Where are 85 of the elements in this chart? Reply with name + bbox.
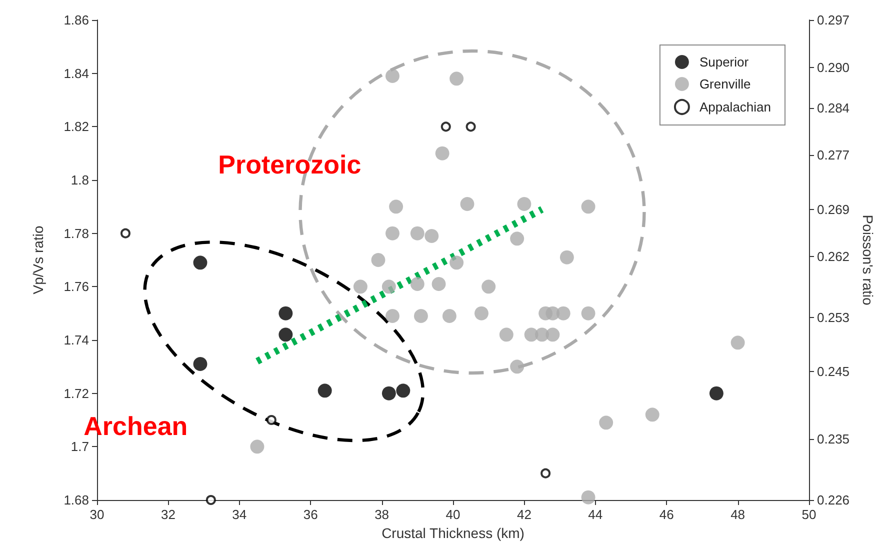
point xyxy=(278,328,293,342)
point xyxy=(410,277,424,291)
point xyxy=(440,122,451,132)
point xyxy=(460,197,474,211)
point xyxy=(581,200,596,214)
y-tick-label: 1.72 xyxy=(64,386,89,401)
point xyxy=(645,408,660,422)
point xyxy=(510,360,524,374)
y-tick-label: 1.76 xyxy=(64,279,89,294)
point xyxy=(581,306,596,320)
point xyxy=(450,72,464,86)
x-tick-label: 46 xyxy=(659,507,674,522)
point xyxy=(385,309,400,323)
x-tick-label: 32 xyxy=(160,507,176,522)
y-tick-label: 1.82 xyxy=(64,119,89,134)
point xyxy=(499,328,514,342)
y2-tick-label: 0.262 xyxy=(817,249,850,264)
point xyxy=(396,384,410,398)
y2-axis-title: Poisson's ratio xyxy=(860,214,876,306)
y2-tick-label: 0.235 xyxy=(817,432,850,447)
y-tick-label: 1.78 xyxy=(64,226,89,241)
point xyxy=(546,328,560,342)
point xyxy=(517,197,532,211)
legend-label: Appalachian xyxy=(699,100,772,114)
point xyxy=(442,309,456,323)
point xyxy=(389,200,404,214)
point xyxy=(250,440,264,454)
point xyxy=(206,495,216,505)
legend-label: Superior xyxy=(699,54,750,70)
point xyxy=(385,226,400,240)
point xyxy=(730,336,745,350)
point xyxy=(278,306,293,320)
y-tick-label: 1.7 xyxy=(70,439,89,454)
y2-tick-label: 0.277 xyxy=(817,148,850,163)
x-tick-label: 42 xyxy=(516,507,532,522)
point xyxy=(266,415,276,425)
point xyxy=(432,277,446,291)
point xyxy=(556,306,570,320)
y2-tick-label: 0.290 xyxy=(817,60,850,75)
y2-tick-label: 0.269 xyxy=(817,202,850,217)
y2-tick-label: 0.297 xyxy=(817,12,850,28)
point xyxy=(193,256,208,270)
point xyxy=(414,309,428,323)
point xyxy=(482,280,496,294)
point xyxy=(410,226,424,240)
point xyxy=(709,386,724,400)
y-tick-label: 1.86 xyxy=(64,12,89,28)
y-tick-label: 1.68 xyxy=(64,492,89,508)
y2-tick-label: 0.284 xyxy=(817,100,850,116)
point xyxy=(120,228,130,238)
x-tick-label: 48 xyxy=(730,507,746,522)
point xyxy=(382,386,396,400)
point xyxy=(318,384,332,398)
x-axis-title: Crustal Thickness (km) xyxy=(382,525,524,541)
point xyxy=(382,280,396,294)
x-tick-label: 38 xyxy=(374,507,390,522)
x-tick-label: 50 xyxy=(802,507,816,522)
point xyxy=(385,69,400,83)
x-tick-label: 34 xyxy=(232,507,247,522)
x-tick-label: 40 xyxy=(446,507,460,522)
y-tick-label: 1.8 xyxy=(70,172,89,188)
x-tick-label: 30 xyxy=(90,507,104,522)
annotation: Proterozoic xyxy=(218,150,362,180)
y2-tick-label: 0.253 xyxy=(817,310,850,325)
point xyxy=(435,146,450,160)
y-tick-label: 1.74 xyxy=(64,332,89,348)
y-tick-label: 1.84 xyxy=(64,66,89,81)
x-tick-label: 44 xyxy=(588,507,603,522)
y2-tick-label: 0.245 xyxy=(817,364,850,380)
point xyxy=(424,229,439,243)
x-tick-label: 36 xyxy=(303,507,318,522)
point xyxy=(450,256,464,270)
point xyxy=(560,250,574,264)
point xyxy=(581,490,596,504)
point xyxy=(371,253,386,267)
point xyxy=(599,416,614,430)
point xyxy=(193,357,208,371)
point xyxy=(353,280,368,294)
y-axis-title: Vp/Vs ratio xyxy=(30,226,46,294)
y2-tick-label: 0.226 xyxy=(817,492,850,508)
point xyxy=(466,122,476,132)
point xyxy=(540,468,551,478)
legend-label: Grenville xyxy=(699,76,751,92)
point xyxy=(510,232,524,246)
point xyxy=(474,306,488,320)
